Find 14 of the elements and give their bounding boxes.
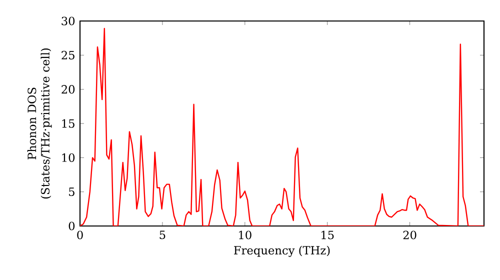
x-axis-title: Frequency (THz): [234, 246, 330, 257]
x-tick-label: 10: [239, 230, 252, 240]
y-tick-label: 5: [69, 188, 74, 196]
x-tick-label: 5: [160, 230, 166, 240]
y-tick-label: 20: [62, 85, 75, 94]
y-tick-label: 15: [62, 119, 74, 128]
x-tick-label: 0: [77, 230, 83, 240]
y-tick-label: 10: [62, 153, 75, 162]
y-tick-label: 0: [68, 222, 75, 230]
x-tick-label: 20: [403, 230, 416, 240]
y-axis-title: Phonon DOS (States/THz·primitive cell): [27, 48, 52, 199]
y-tick-label: 25: [62, 50, 74, 60]
y-tick-label: 30: [62, 16, 75, 26]
x-tick-label: 15: [322, 230, 334, 240]
